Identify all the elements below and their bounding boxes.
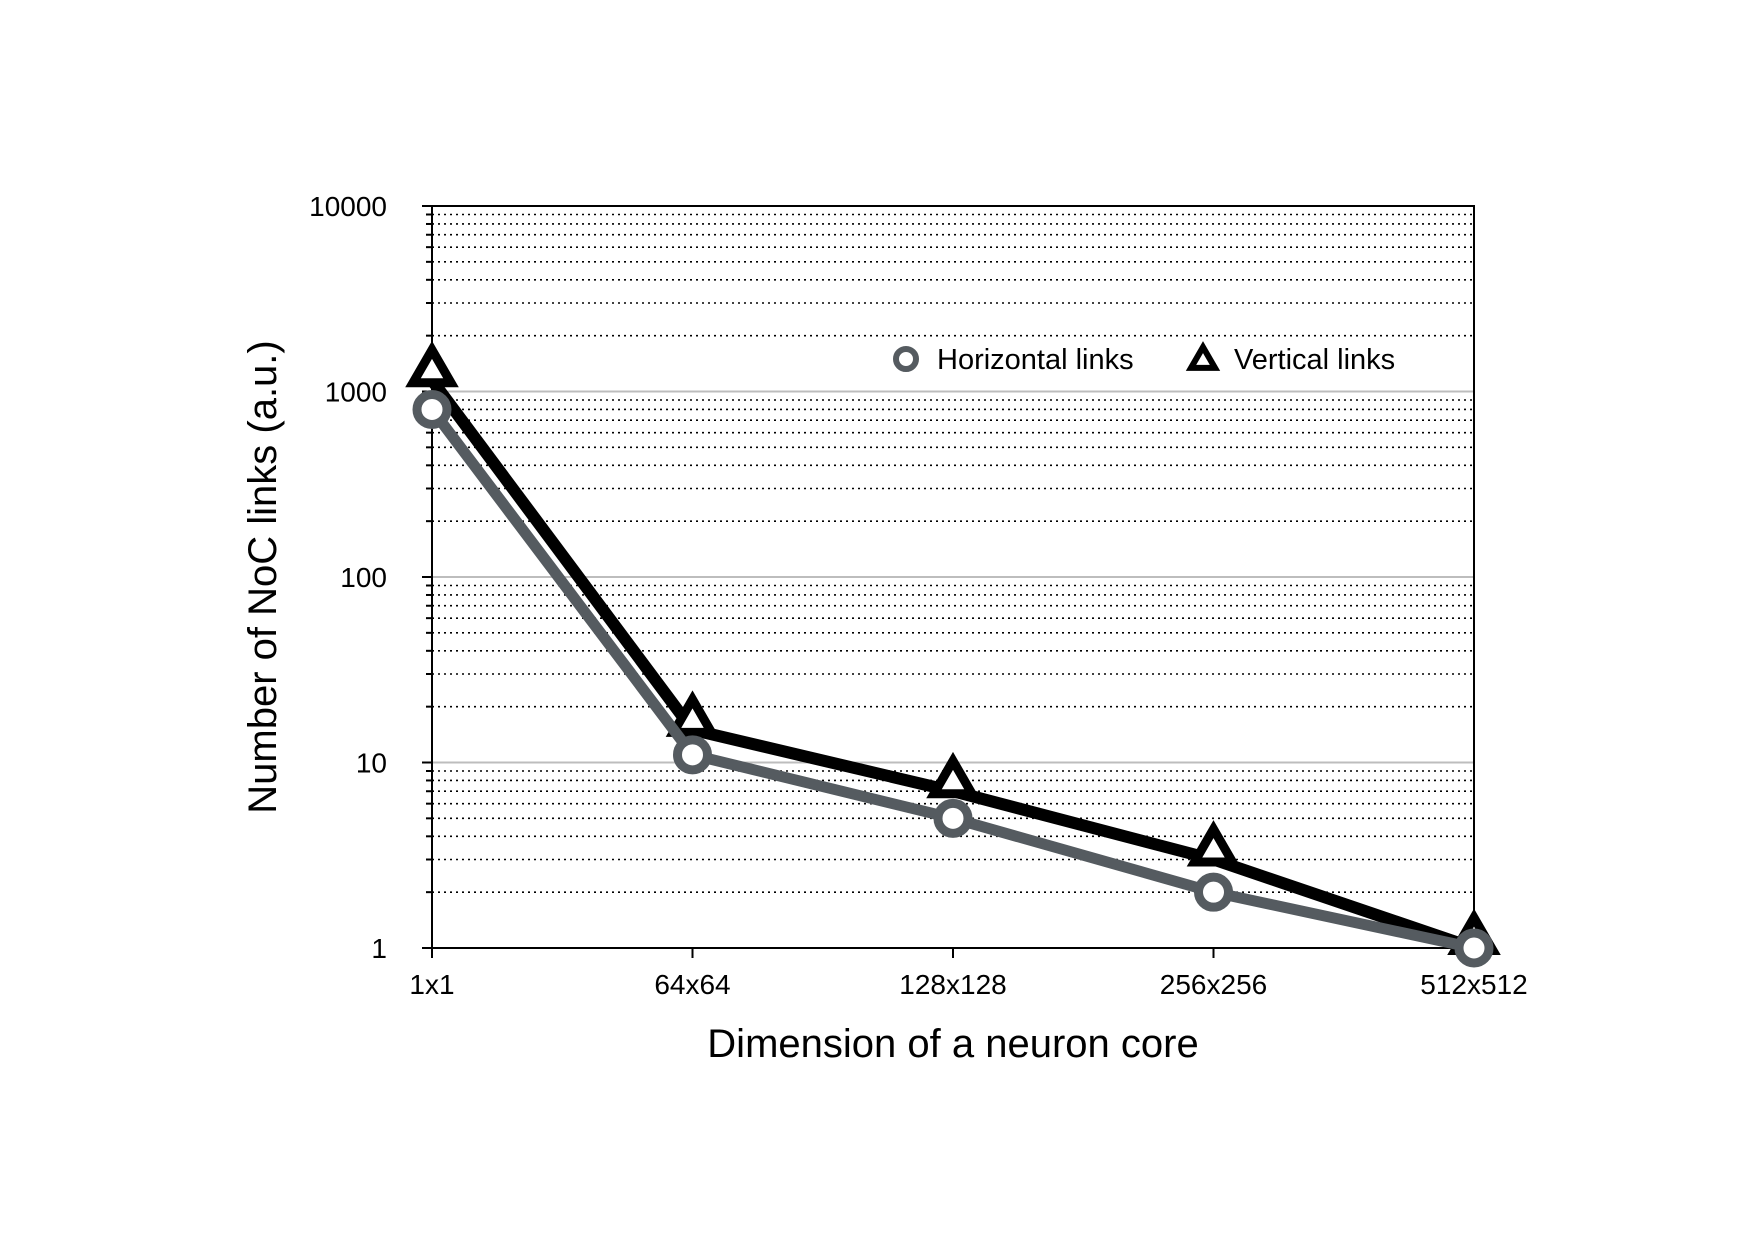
x-tick-labels: 1x1 64x64 128x128 256x256 512x512 [409,969,1527,1000]
legend-item-vertical: Vertical links [1185,341,1395,376]
y-tick-label: 1000 [325,377,387,408]
y-tick-label: 1 [371,933,387,964]
x-axis-title: Dimension of a neuron core [707,1022,1198,1066]
legend-label-vertical: Vertical links [1234,344,1395,376]
legend: Horizontal links Vertical links [893,341,1395,376]
data-point [1454,928,1494,968]
x-tick-label: 256x256 [1160,969,1267,1000]
legend-label-horizontal: Horizontal links [937,344,1134,376]
legend-circle-icon [893,346,919,372]
x-tick-label: 128x128 [899,969,1006,1000]
y-tick-labels: 1 10 100 1000 10000 [309,191,387,964]
x-tick-label: 1x1 [409,969,454,1000]
x-tick-label: 64x64 [654,969,730,1000]
data-point [1194,872,1233,912]
data-point [412,389,452,429]
series-vertical [405,340,1501,956]
legend-item-horizontal: Horizontal links [893,344,1134,376]
data-point [1186,820,1241,867]
series-layer [405,340,1501,968]
y-tick-label: 10000 [309,191,387,222]
x-tick-label: 512x512 [1420,969,1527,1000]
data-point [665,690,720,737]
y-tick-label: 10 [356,748,387,779]
data-point [405,340,459,388]
data-point [673,735,712,775]
legend-triangle-icon [1185,341,1221,371]
series-horizontal [412,389,1494,968]
y-tick-label: 100 [340,562,387,593]
y-axis-title: Number of NoC links (a.u.) [241,340,285,813]
data-point [933,798,973,838]
data-point [926,751,980,799]
series-line [427,406,1476,954]
axes [422,205,1475,958]
